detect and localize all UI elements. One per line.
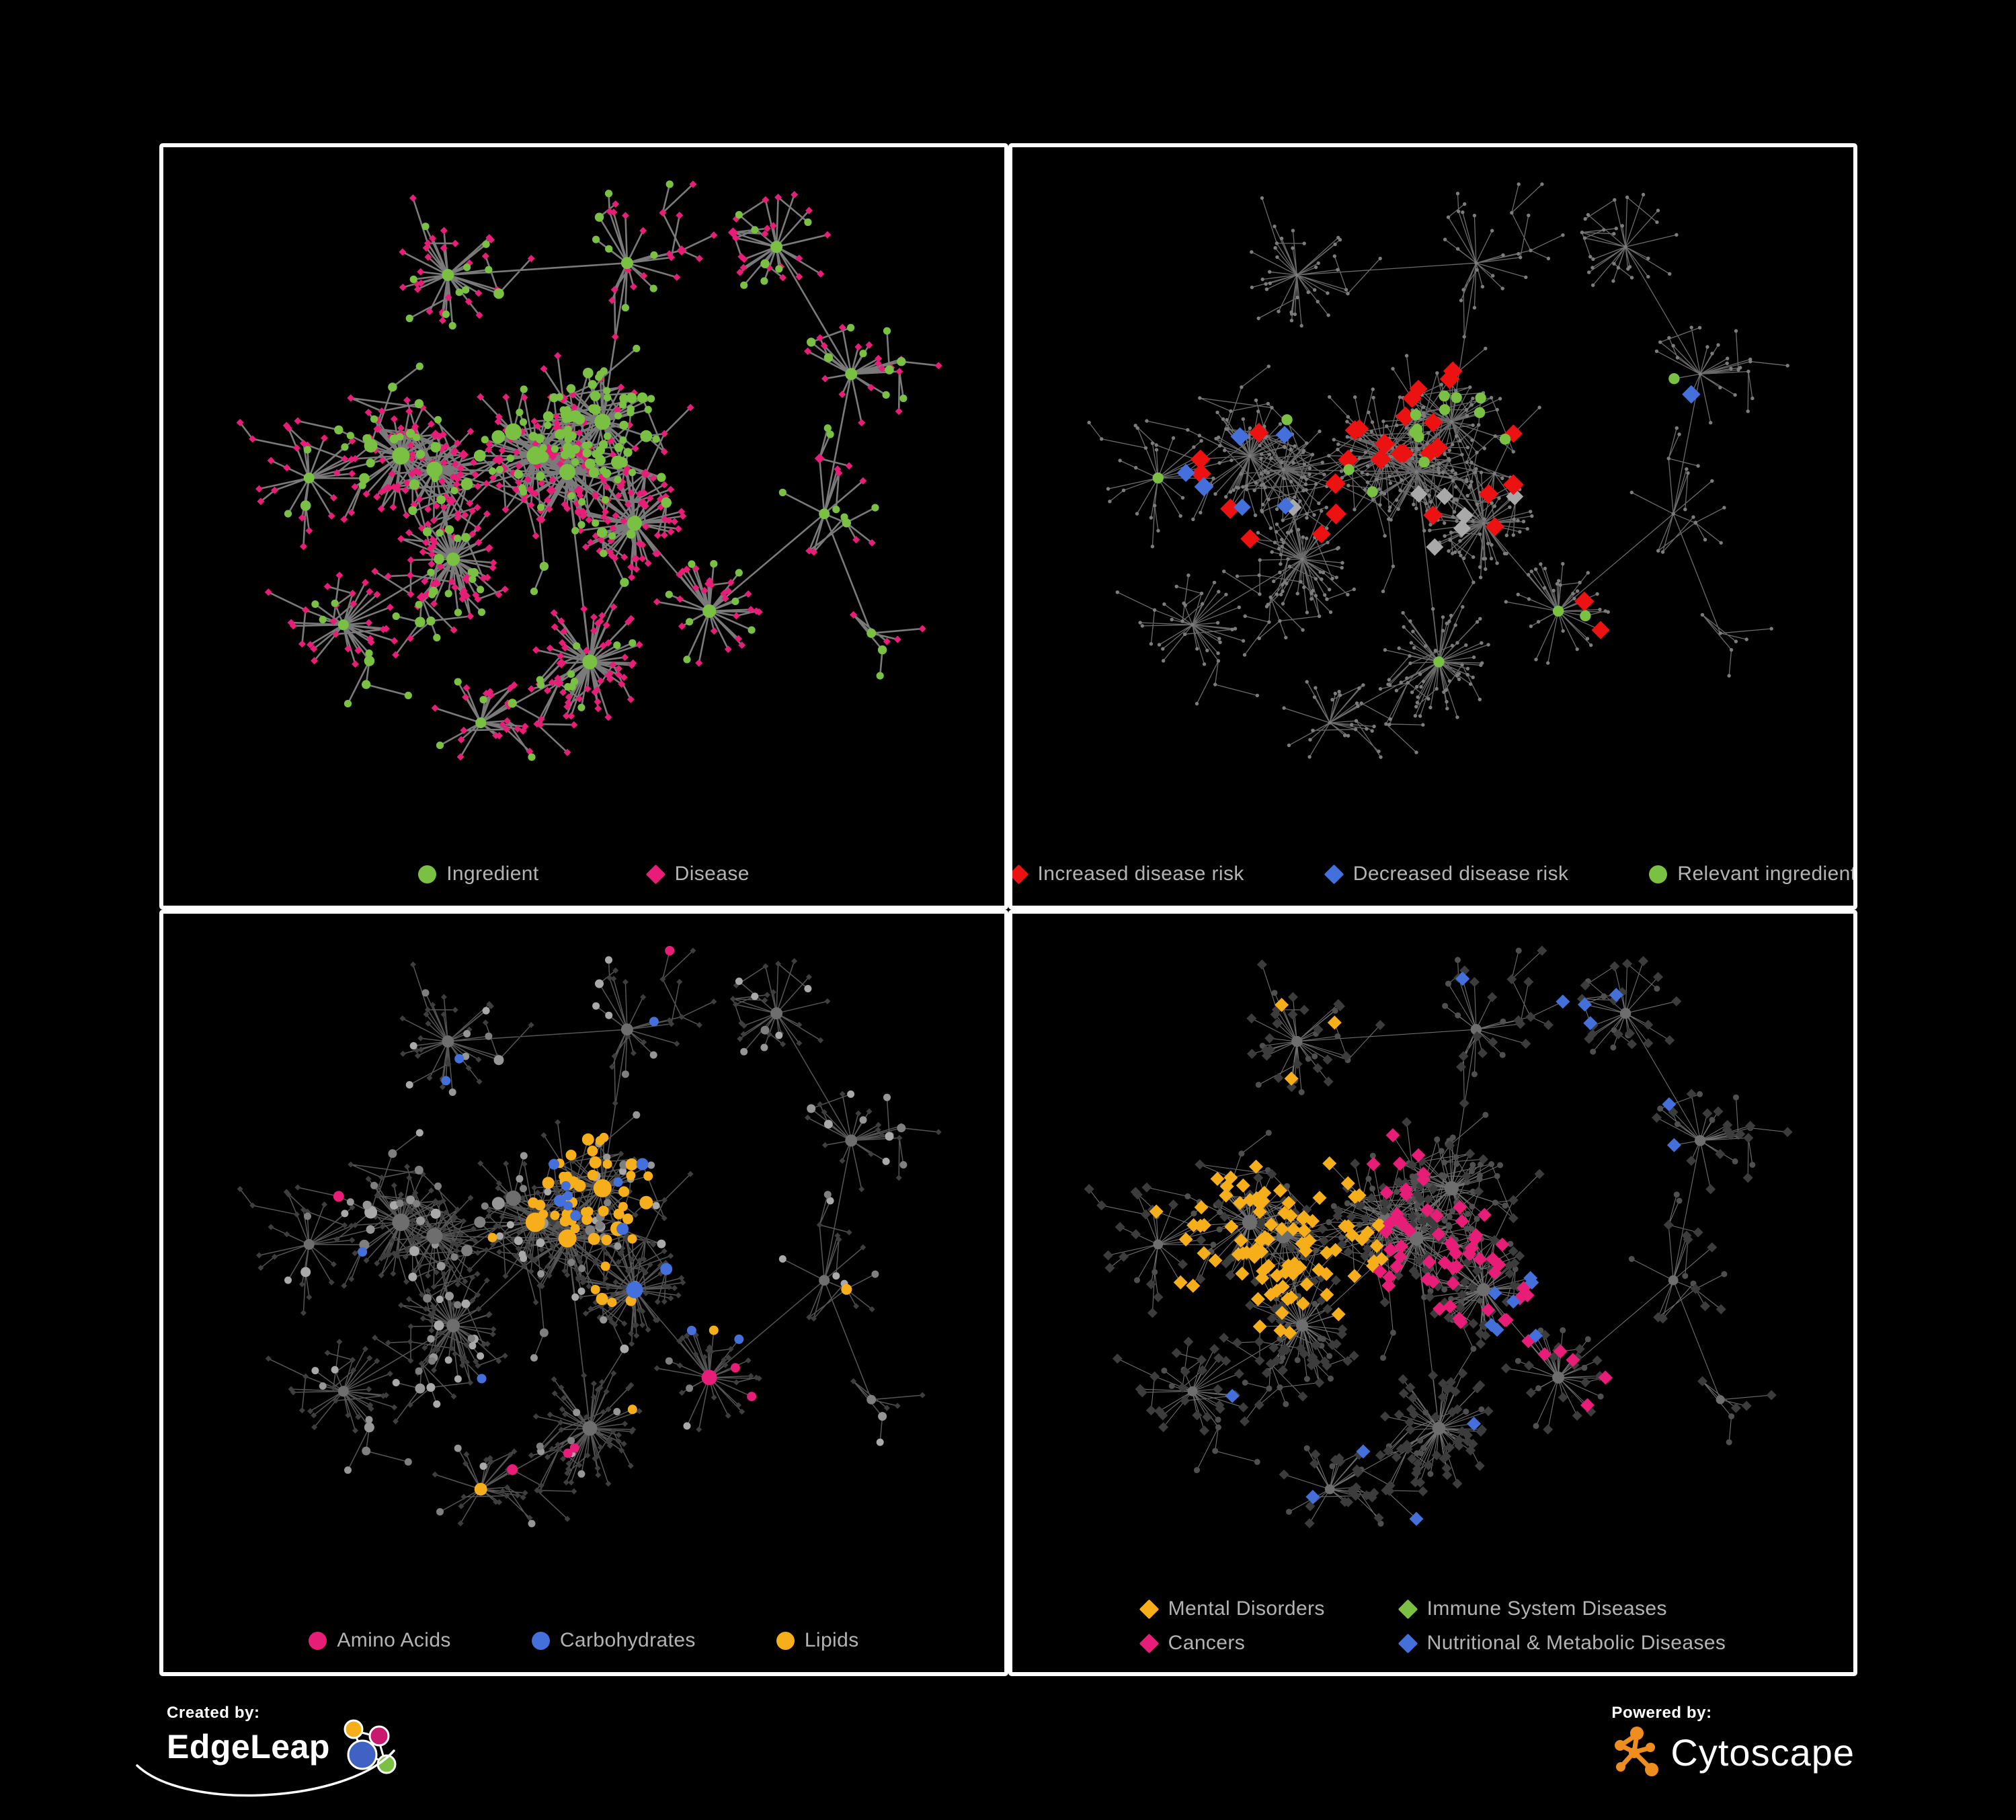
- edgeleap-logo-icon: [344, 1719, 397, 1774]
- network-canvas-ingredient-classes: [237, 946, 942, 1528]
- cytoscape-wordmark: Cytoscape: [1670, 1731, 1855, 1774]
- created-by-label: Created by:: [167, 1704, 260, 1722]
- four-panel-grid: Ingredient Disease Increased disease risk…: [159, 143, 1857, 1676]
- network-nodes-increased-risk: [1191, 361, 1610, 639]
- panel-ingredient-disease: Ingredient Disease: [159, 143, 1008, 910]
- powered-by-block: Powered by: Cytoscape: [1611, 1704, 1855, 1779]
- network-canvas-disease-categories: [1084, 945, 1793, 1529]
- created-by-block: Created by: EdgeLeap: [136, 1704, 412, 1797]
- network-nodes-mental-disorders: [1149, 998, 1389, 1340]
- network-canvas-ingredient-disease: [236, 180, 942, 761]
- network-nodes-lipids: [474, 1132, 852, 1496]
- panel-ingredient-classes: Amino Acids Carbohydrates Lipids: [159, 910, 1008, 1676]
- powered-by-label: Powered by:: [1611, 1704, 1712, 1722]
- network-nodes-background: [1087, 182, 1789, 759]
- cytoscape-logo-icon: [1615, 1727, 1659, 1776]
- panel-disease-categories: Mental Disorders Immune System Diseases Ca…: [1008, 910, 1857, 1676]
- panel-disease-risk: Increased disease risk Decreased disease …: [1008, 143, 1857, 910]
- network-nodes-ingredient: [284, 180, 908, 761]
- network-canvas-disease-risk: [1087, 182, 1789, 759]
- network-nodes-relevant-ingredient: [1152, 373, 1680, 668]
- network-nodes-ingredient-dim: [1134, 947, 1756, 1527]
- edgeleap-wordmark: EdgeLeap: [167, 1728, 330, 1766]
